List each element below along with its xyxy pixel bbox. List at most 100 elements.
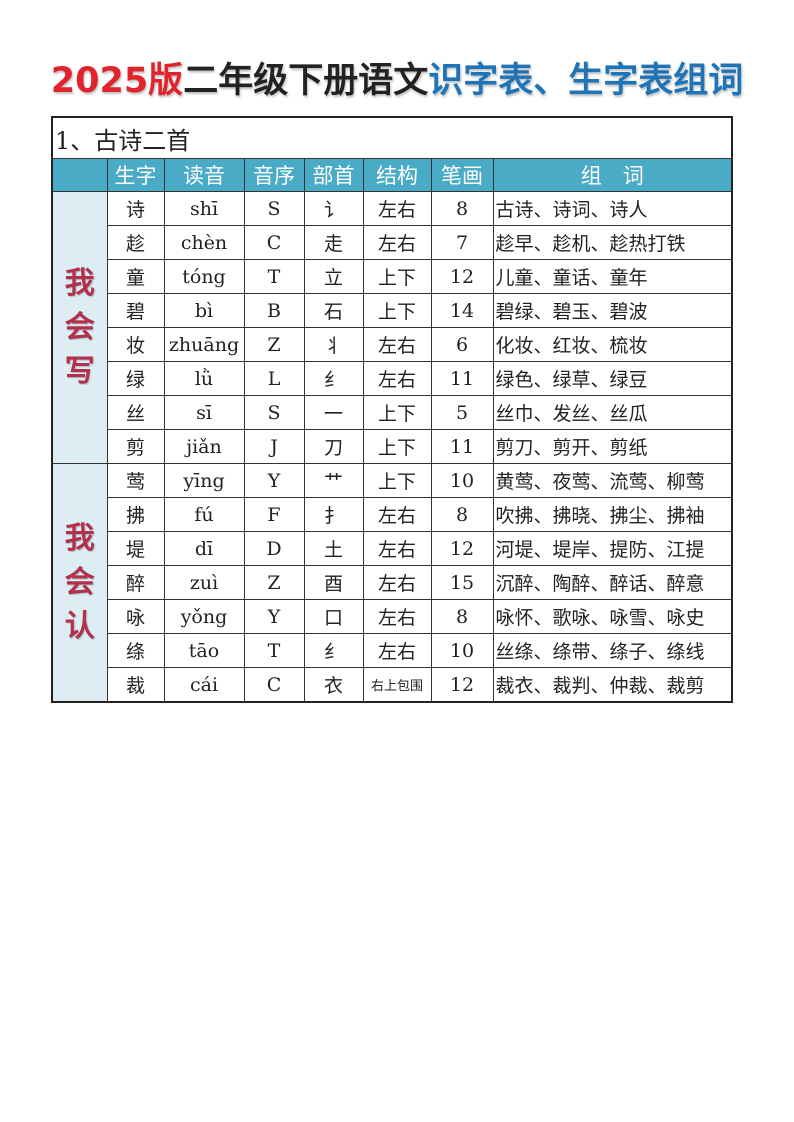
table-row: 童 tóng T 立上下 12 儿童、童话、童年 (52, 259, 733, 294)
cell-pinyin: tóng (163, 259, 245, 294)
cell-pinyin: zuì (163, 565, 245, 600)
cell-structure: 左右 (362, 225, 432, 260)
cell-structure: 左右 (362, 531, 432, 566)
cell-initial: T (243, 259, 305, 294)
header-corner (51, 158, 108, 192)
cell-char: 绦 (106, 633, 165, 668)
cell-strokes: 14 (430, 293, 494, 328)
cell-char: 丝 (106, 395, 165, 430)
header-structure: 结构 (362, 158, 432, 192)
cell-strokes: 7 (430, 225, 494, 260)
cell-radical: 一 (303, 395, 364, 430)
header-pinyin: 读音 (163, 158, 245, 192)
cell-words: 丝绦、绦带、绦子、绦线 (492, 633, 733, 668)
cell-structure: 上下 (362, 395, 432, 430)
cell-strokes: 11 (430, 429, 494, 464)
cell-pinyin: yīng (163, 463, 245, 498)
cell-words: 剪刀、剪开、剪纸 (492, 429, 733, 464)
cell-initial: S (243, 395, 305, 430)
table-row: 我会写诗 shī S 讠左右 8 古诗、诗词、诗人 (51, 191, 733, 464)
cell-structure: 右上包围 (362, 667, 432, 703)
table-row: 我会认莺 yīng Y 艹上下 10 黄莺、夜莺、流莺、柳莺 (51, 463, 733, 703)
cell-radical: 纟 (303, 633, 364, 668)
group-label: 我会写 (51, 191, 108, 464)
cell-radical: 衣 (303, 667, 364, 703)
cell-structure: 左右 (362, 599, 432, 634)
cell-radical: 艹 (303, 463, 364, 498)
cell-pinyin: dī (163, 531, 245, 566)
page-title: 2025版二年级下册语文识字表、生字表组词 (50, 61, 744, 101)
cell-structure: 上下 (362, 259, 432, 294)
cell-radical: 土 (303, 531, 364, 566)
header-words: 组 词 (492, 158, 733, 192)
lesson-title: 1、古诗二首 (51, 116, 733, 159)
cell-words: 裁衣、裁判、仲裁、裁剪 (492, 667, 733, 703)
cell-words: 绿色、绿草、绿豆 (492, 361, 733, 396)
group-label: 我会认 (51, 463, 108, 703)
header-radical: 部首 (303, 158, 364, 192)
cell-char: 醉 (106, 565, 165, 600)
cell-initial: J (243, 429, 305, 464)
cell-pinyin: tāo (163, 633, 245, 668)
cell-words: 河堤、堤岸、提防、江提 (492, 531, 733, 566)
cell-pinyin: jiǎn (163, 429, 245, 464)
header-initial: 音序 (243, 158, 305, 192)
cell-initial: Z (243, 565, 305, 600)
cell-initial: Y (243, 463, 305, 498)
cell-pinyin: fú (163, 497, 245, 532)
cell-strokes: 15 (430, 565, 494, 600)
cell-strokes: 10 (430, 633, 494, 668)
cell-initial: F (243, 497, 305, 532)
table-row: 碧 bì B 石上下 14 碧绿、碧玉、碧波 (52, 293, 733, 328)
cell-radical: 丬 (303, 327, 364, 362)
cell-pinyin: sī (163, 395, 245, 430)
cell-char: 拂 (106, 497, 165, 532)
cell-words: 儿童、童话、童年 (492, 259, 733, 294)
cell-words: 黄莺、夜莺、流莺、柳莺 (492, 463, 733, 498)
cell-structure: 左右 (362, 191, 432, 226)
cell-structure: 上下 (362, 429, 432, 464)
cell-strokes: 11 (430, 361, 494, 396)
cell-strokes: 12 (430, 259, 494, 294)
table-row: 妆 zhuāng Z 丬左右 6 化妆、红妆、梳妆 (52, 327, 733, 362)
cell-structure: 上下 (362, 463, 432, 498)
table-row: 拂 fú F 扌左右 8 吹拂、拂晓、拂尘、拂袖 (52, 497, 733, 532)
cell-initial: Y (243, 599, 305, 634)
cell-char: 碧 (106, 293, 165, 328)
cell-pinyin: cái (163, 667, 245, 703)
cell-structure: 左右 (362, 361, 432, 396)
cell-initial: C (243, 225, 305, 260)
cell-words: 吹拂、拂晓、拂尘、拂袖 (492, 497, 733, 532)
cell-pinyin: yǒng (163, 599, 245, 634)
cell-structure: 左右 (362, 565, 432, 600)
cell-structure: 左右 (362, 497, 432, 532)
cell-char: 咏 (106, 599, 165, 634)
cell-words: 沉醉、陶醉、醉话、醉意 (492, 565, 733, 600)
header-strokes: 笔画 (430, 158, 494, 192)
cell-strokes: 10 (430, 463, 494, 498)
cell-radical: 刀 (303, 429, 364, 464)
cell-pinyin: bì (163, 293, 245, 328)
table-row: 丝 sī S 一上下 5 丝巾、发丝、丝瓜 (52, 395, 733, 430)
cell-structure: 上下 (362, 293, 432, 328)
cell-radical: 讠 (303, 191, 364, 226)
group-label-text: 我会认 (64, 520, 95, 644)
cell-radical: 走 (303, 225, 364, 260)
cell-pinyin: lǜ (163, 361, 245, 396)
cell-initial: D (243, 531, 305, 566)
cell-words: 化妆、红妆、梳妆 (492, 327, 733, 362)
cell-words: 碧绿、碧玉、碧波 (492, 293, 733, 328)
cell-radical: 扌 (303, 497, 364, 532)
group-label-text: 我会写 (64, 265, 95, 389)
cell-char: 诗 (106, 191, 165, 226)
cell-radical: 立 (303, 259, 364, 294)
cell-char: 裁 (106, 667, 165, 703)
cell-initial: S (243, 191, 305, 226)
cell-strokes: 12 (430, 667, 494, 703)
cell-strokes: 8 (430, 191, 494, 226)
cell-initial: C (243, 667, 305, 703)
table-row: 醉 zuì Z 酉左右 15 沉醉、陶醉、醉话、醉意 (52, 565, 733, 600)
header-row: 生字 读音 音序 部首 结构 笔画组 词 (51, 158, 733, 192)
cell-words: 咏怀、歌咏、咏雪、咏史 (492, 599, 733, 634)
cell-radical: 石 (303, 293, 364, 328)
